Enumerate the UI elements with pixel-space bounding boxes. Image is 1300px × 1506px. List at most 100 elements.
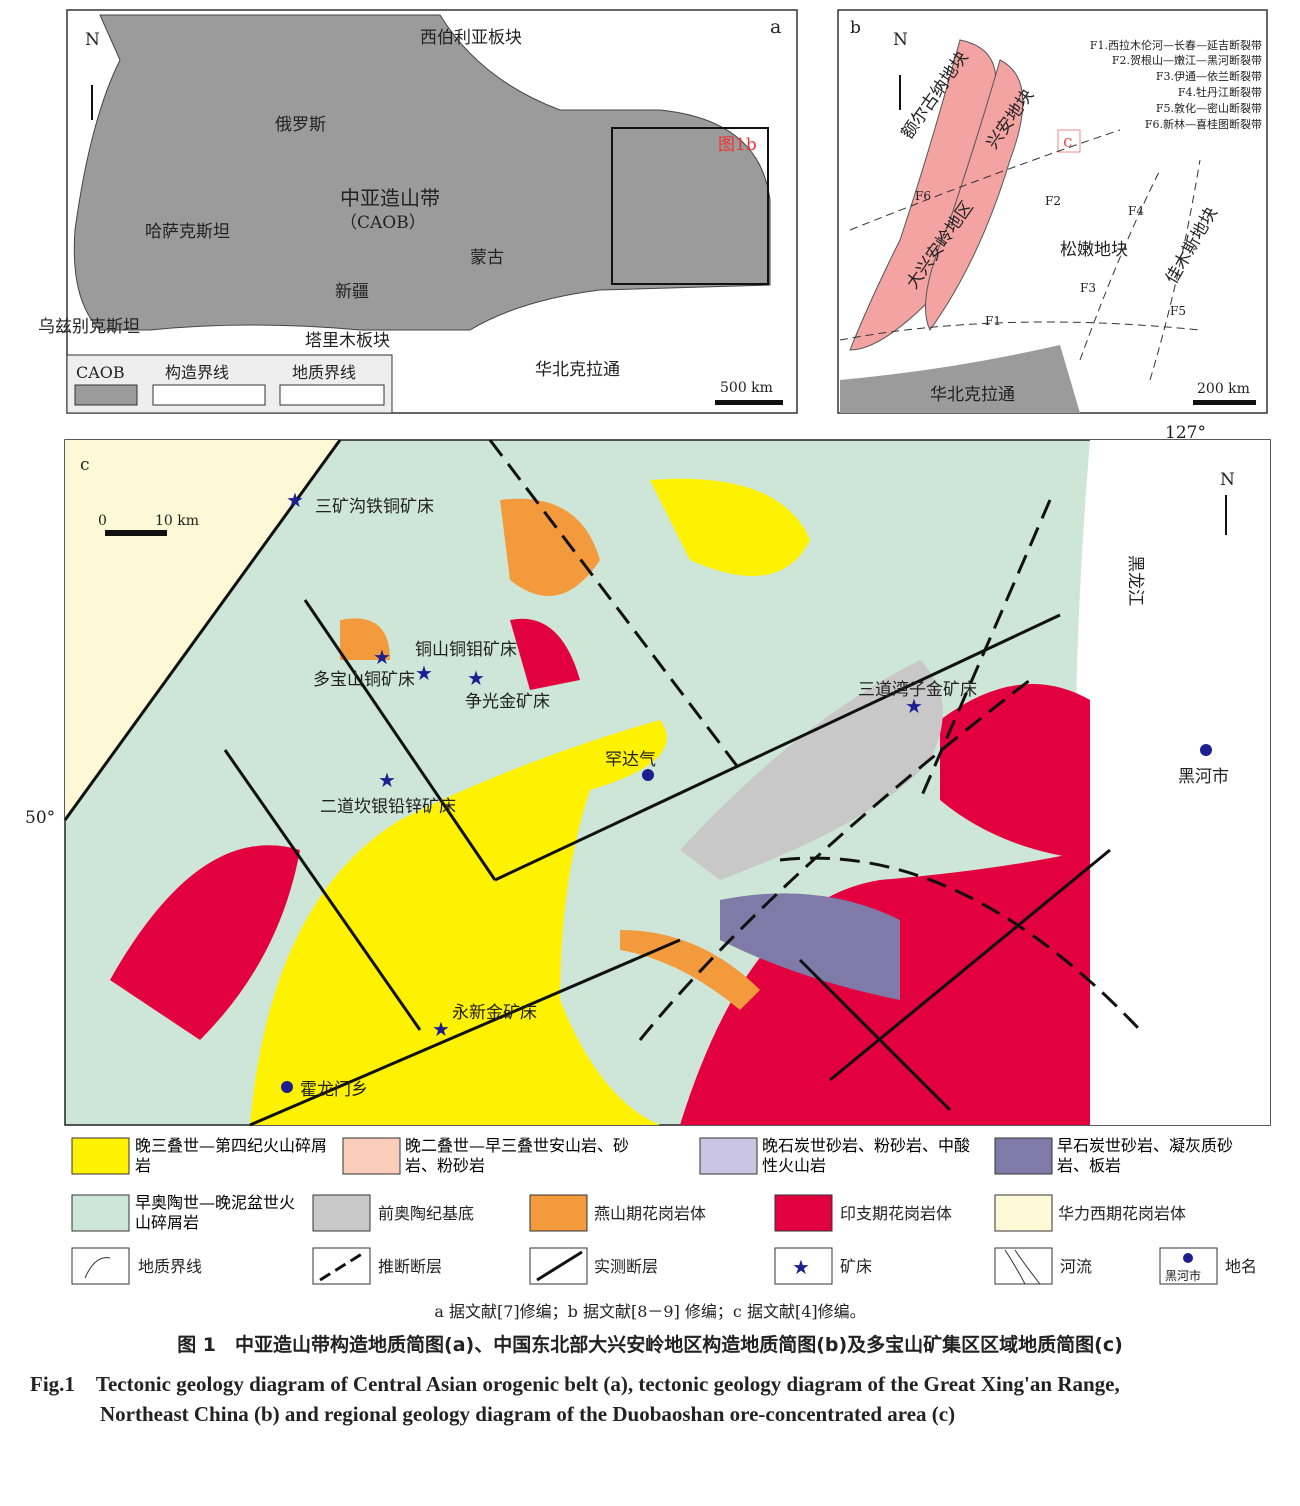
deposit-label: 争光金矿床 [465, 692, 550, 712]
legend-label: CAOB [76, 363, 125, 382]
fault-tag: F2 [1045, 194, 1061, 208]
panel-label: b [850, 18, 861, 38]
map-label: 乌兹别克斯坦 [38, 317, 140, 337]
svg-text:★: ★ [467, 666, 485, 690]
scale-label: 200 km [1197, 381, 1250, 397]
fault-tag: F4 [1128, 204, 1144, 218]
panel-a: a N 西伯利亚板块 俄罗斯 中亚造山带 （CAOB） 哈萨克斯坦 蒙古 新疆 … [38, 9, 798, 414]
scale-bar [105, 530, 167, 536]
inset-label: c [1063, 132, 1073, 152]
deposit-label: 多宝山铜矿床 [313, 670, 415, 690]
fault-tag: F3 [1080, 281, 1096, 295]
legend-label: 矿床 [840, 1257, 872, 1276]
pre-ordovician-basement [680, 660, 943, 880]
panel-label: c [80, 455, 90, 475]
place-label: 罕达气 [605, 750, 656, 770]
map-label: 哈萨克斯坦 [145, 222, 230, 242]
svg-text:★: ★ [415, 661, 433, 685]
map-label: 俄罗斯 [275, 115, 326, 135]
deposit-label: 二道坎银铅锌矿床 [320, 797, 456, 817]
measured-faults [63, 439, 1111, 1127]
scale-bar [715, 400, 783, 405]
legend-label: 构造界线 [165, 363, 229, 382]
deposit-label: 三道湾子金矿床 [858, 680, 977, 700]
fault-legend-item: F1.西拉木伦河—长春—延吉断裂带 [1090, 38, 1262, 52]
legend-label: 实测断层 [594, 1257, 658, 1276]
legend-label: 地质界线 [138, 1257, 202, 1276]
svg-text:★: ★ [905, 694, 923, 718]
fault-tag: F1 [985, 314, 1001, 328]
legend: ★ 晚三叠世—第四纪火山碎屑岩 晚二叠世—早三叠世安山岩、砂岩、粉砂岩 晚石炭世… [71, 1136, 1257, 1285]
legend-label: 地名 [1225, 1257, 1257, 1276]
panel-b: F1.西拉木伦河—长春—延吉断裂带 F2.贺根山—嫩江—黑河断裂带 F3.伊通—… [837, 9, 1268, 414]
legend-label: 晚石炭世砂岩、粉砂岩、中酸性火山岩 [762, 1136, 971, 1175]
river-label: 黑龙江 [1125, 555, 1145, 606]
fault-legend-item: F6.新林—喜桂图断裂带 [1145, 117, 1262, 131]
fault-legend-item: F3.伊通—依兰断裂带 [1156, 69, 1262, 83]
deposit-label: 永新金矿床 [452, 1003, 537, 1023]
legend-label: 早石炭世砂岩、凝灰质砂岩、板岩 [1057, 1136, 1234, 1175]
map-label: 中亚造山带 [340, 186, 440, 210]
legend-label: 前奥陶纪基底 [378, 1204, 474, 1223]
scale-label: 10 km [155, 513, 199, 529]
map-label: 华北克拉通 [535, 360, 620, 380]
map-label: 松嫩地块 [1060, 240, 1128, 260]
legend-place-sample: 黑河市 [1165, 1268, 1201, 1283]
map-label: 华北克拉通 [930, 385, 1015, 405]
place-label: 黑河市 [1178, 767, 1229, 787]
place-icon [1183, 1253, 1193, 1263]
map-label: 西伯利亚板块 [420, 28, 522, 48]
legend-label: 河流 [1060, 1257, 1092, 1276]
place-label: 霍龙门乡 [300, 1080, 368, 1100]
legend-label: 地质界线 [292, 363, 356, 382]
map-label: 蒙古 [470, 248, 504, 268]
legend-label: 印支期花岗岩体 [840, 1204, 952, 1223]
svg-text:★: ★ [378, 768, 396, 792]
deposit-markers: ★ ★ ★ ★ ★ ★ ★ [286, 488, 923, 1041]
fault-legend-item: F5.敦化—密山断裂带 [1156, 101, 1262, 115]
inset-label: 图1b [718, 135, 757, 155]
measured-fault-icon [536, 1250, 583, 1282]
triassic-quaternary-volcanics [250, 720, 667, 1125]
scale-bar [1193, 400, 1256, 405]
fault-tag: F5 [1170, 304, 1186, 318]
legend-label: 华力西期花岗岩体 [1058, 1204, 1186, 1223]
river-icon [1004, 1249, 1041, 1285]
scale-label: 0 [98, 513, 107, 529]
deposit-label: 铜山铜钼矿床 [415, 640, 517, 660]
scale-label: 500 km [720, 380, 773, 396]
map-label: 新疆 [335, 282, 369, 302]
geologic-boundary-icon [84, 1257, 111, 1279]
legend-label: 燕山期花岗岩体 [594, 1204, 706, 1223]
map-label: 塔里木板块 [305, 331, 390, 351]
latitude-label: 50° [25, 808, 55, 828]
source-note: a 据文献[7]修编；b 据文献[8－9] 修编；c 据文献[4]修编。 [434, 1302, 866, 1321]
inset-box-1b [611, 127, 769, 285]
place-markers [281, 744, 1212, 1093]
map-label: （CAOB） [340, 213, 426, 233]
legend-label: 晚二叠世—早三叠世安山岩、砂岩、粉砂岩 [405, 1136, 630, 1175]
svg-text:★: ★ [373, 645, 391, 669]
north-label: N [893, 30, 908, 50]
north-label: N [1220, 470, 1235, 490]
fault-legend-item: F2.贺根山—嫩江—黑河断裂带 [1112, 53, 1262, 67]
svg-text:★: ★ [286, 488, 304, 512]
panel-c: ★ ★ ★ ★ ★ ★ ★ c N 127° 50° 0 10 km 三矿沟铁铜矿床 铜山… [25, 423, 1271, 1127]
caption-title-cn: 图 1 中亚造山带构造地质简图(a)、中国东北部大兴安岭地区构造地质简图(b)及… [177, 1334, 1123, 1356]
north-label: N [85, 30, 100, 50]
inferred-fault-icon [319, 1250, 366, 1282]
caption-title-en-2: Northeast China (b) and regional geology… [100, 1402, 956, 1426]
legend-label: 推断断层 [378, 1257, 442, 1276]
legend-label: 早奥陶世—晚泥盆世火山碎屑岩 [135, 1193, 296, 1232]
deposit-icon: ★ [792, 1255, 810, 1279]
panel-label: a [770, 16, 781, 38]
legend-label: 晚三叠世—第四纪火山碎屑岩 [135, 1136, 328, 1175]
longitude-label: 127° [1165, 423, 1206, 443]
deposit-label: 三矿沟铁铜矿床 [315, 497, 434, 517]
caob-region [73, 14, 771, 331]
legend-swatches [71, 1137, 1218, 1285]
fault-legend-item: F4.牡丹江断裂带 [1178, 85, 1262, 99]
inferred-faults [488, 439, 1142, 1041]
caption-title-en-1: Fig.1 Tectonic geology diagram of Centra… [30, 1372, 1120, 1396]
